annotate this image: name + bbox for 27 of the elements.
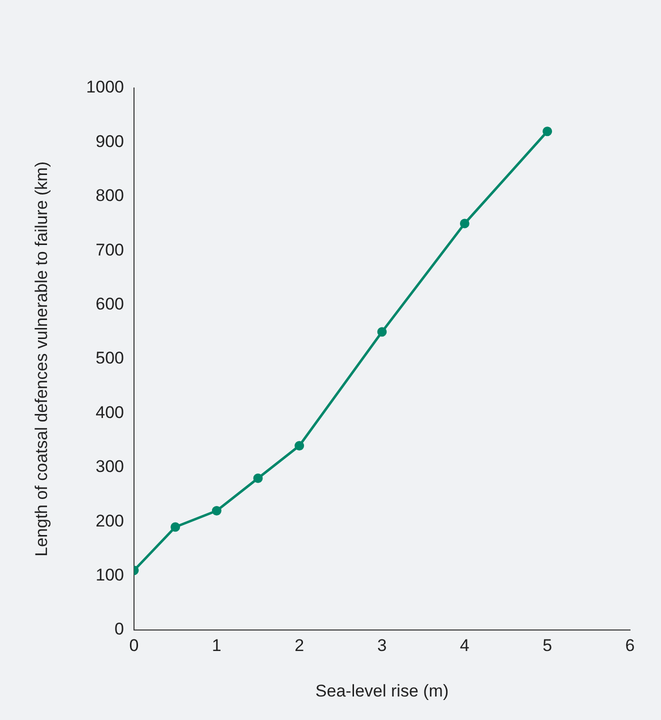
y-tick-label: 800: [96, 186, 124, 206]
point: [542, 126, 552, 136]
y-tick-label: 200: [96, 511, 124, 530]
x-tick-label: 2: [294, 636, 304, 655]
point: [377, 327, 387, 337]
x-axis-title: Sea-level rise (m): [315, 681, 449, 700]
x-tick-label: 1: [212, 636, 222, 655]
x-tick-label: 5: [542, 636, 552, 655]
y-tick-label: 700: [96, 240, 124, 260]
x-tick-label: 6: [625, 636, 635, 655]
y-tick-label: 100: [96, 565, 124, 584]
point: [294, 440, 304, 450]
y-tick-label: 500: [96, 348, 124, 368]
point: [212, 506, 222, 516]
y-tick-label: 900: [96, 132, 124, 151]
y-tick-label: 600: [96, 294, 124, 314]
x-tick-label: 3: [377, 636, 387, 655]
point: [460, 218, 470, 228]
y-tick-label: 1000: [86, 78, 124, 97]
x-tick-label: 4: [460, 636, 470, 655]
x-tick-label: 0: [129, 636, 139, 655]
y-tick-label: 400: [96, 402, 124, 422]
y-tick-label: 0: [114, 620, 124, 639]
point: [170, 522, 180, 532]
point: [253, 473, 263, 483]
y-axis-title: Length of coatsal defences vulnerable to failure (km): [32, 161, 51, 557]
y-tick-label: 300: [96, 457, 124, 476]
